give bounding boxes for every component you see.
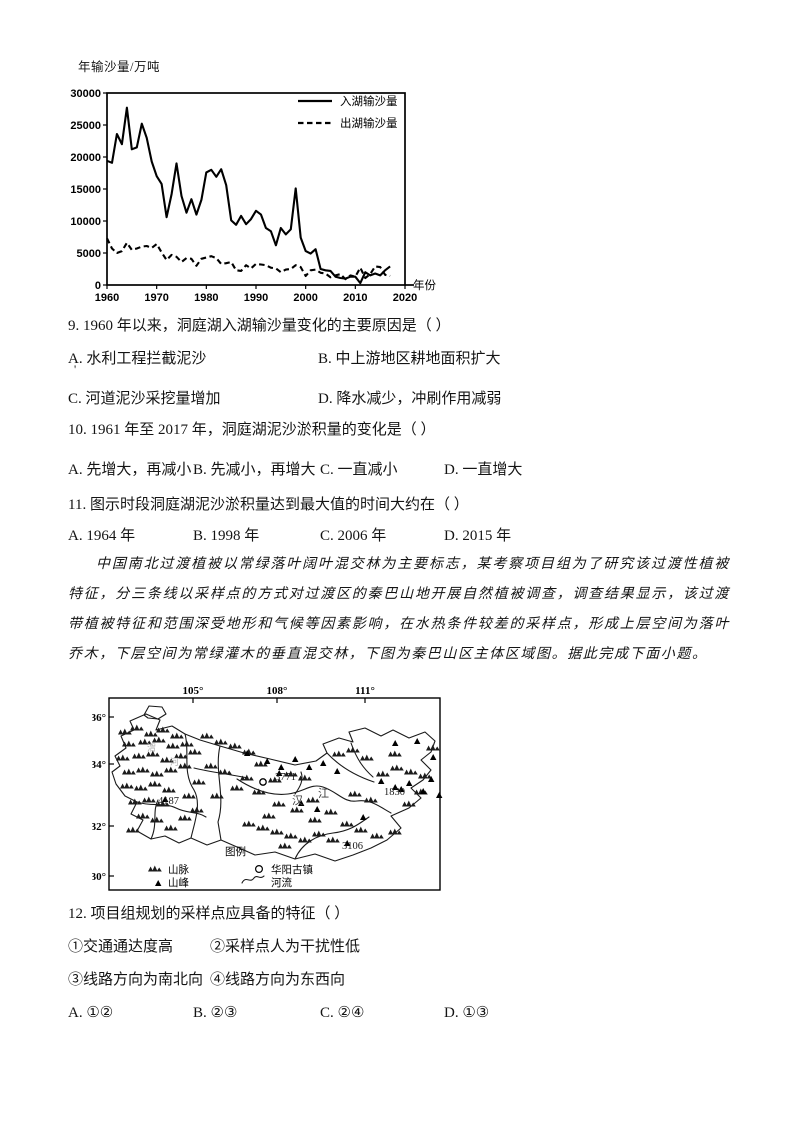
question-11-text: 11. 图示时段洞庭湖泥沙淤积量达到最大值的时间大约在（ ） [68, 497, 469, 513]
q10-option-d: D. 一直增大 [444, 462, 523, 478]
nw-boundary-lobe [143, 705, 167, 720]
wei-river-faint-char2: 河 [170, 756, 179, 767]
q12-item-4: ④线路方向为东西向 [210, 972, 346, 988]
question-10-text: 10. 1961 年至 2017 年，洞庭湖泥沙淤积量的变化是（ ） [68, 422, 436, 438]
question-12-items-row-1: ①交通通达度高 ②采样点人为干扰性低 [68, 937, 730, 958]
legend-peak-symbol [155, 880, 162, 886]
lat-tick-34: 34° [92, 759, 106, 771]
q12-item-1: ①交通通达度高 [68, 939, 174, 955]
legend-in-lake-label: 入湖输沙量 [340, 94, 398, 108]
chart-x-axis-label: 年份 [413, 278, 436, 292]
elevation-label-3771: 3771 [275, 772, 296, 783]
q10-option-c: C. 一直减小 [320, 462, 398, 478]
sediment-chart: 年输沙量/万吨 0 5000 10000 15000 20000 25000 30000 19… [60, 56, 480, 316]
q11-option-d: D. 2015 年 [444, 528, 512, 544]
lon-tick-108: 108° [267, 685, 288, 697]
wei-river-faint-char1: 渭 [147, 743, 156, 753]
q11-option-b: B. 1998 年 [193, 528, 260, 544]
q11-option-c: C. 2006 年 [320, 528, 387, 544]
stray-mark: ' [74, 362, 77, 376]
question-column: 9. 1960 年以来，洞庭湖入湖输沙量变化的主要原因是（ ） A. 水利工程拦… [68, 316, 730, 1024]
svg-text:1980: 1980 [194, 292, 218, 304]
q9-option-b: B. 中上游地区耕地面积扩大 [318, 351, 501, 367]
svg-text:1990: 1990 [244, 292, 268, 304]
legend-town-label: 华阳古镇 [271, 863, 313, 876]
q12-option-d: D. ①③ [444, 1005, 490, 1021]
svg-text:1970: 1970 [144, 292, 168, 304]
map-legend-title: 图例 [225, 845, 246, 858]
mountain-range-symbols [116, 724, 440, 849]
svg-text:2000: 2000 [293, 292, 317, 304]
chart-axes-and-series: 0 5000 10000 15000 20000 25000 30000 1960 1970 19… [70, 88, 417, 304]
elevation-label-3106: 3106 [342, 841, 363, 852]
lon-tick-111: 111° [355, 685, 375, 697]
chart-y-axis-label: 年输沙量/万吨 [78, 60, 160, 74]
q9-option-d: D. 降水减少，冲刷作用减弱 [318, 391, 502, 407]
legend-town-symbol [255, 865, 264, 874]
question-12-options-row: A. ①② B. ②③ C. ②④ D. ①③ [68, 1003, 730, 1024]
reading-passage: 中国南北过渡植被以常绿落叶阔叶混交林为主要标志，某考察项目组为了研究该过渡性植被… [68, 557, 730, 662]
question-9-options-row-1: A. 水利工程拦截泥沙 B. 中上游地区耕地面积扩大 [68, 349, 730, 370]
svg-text:5000: 5000 [77, 248, 101, 260]
legend-out-lake-label: 出湖输沙量 [340, 116, 398, 130]
legend-peak-label: 山峰 [168, 877, 189, 889]
lat-tick-32: 32° [92, 821, 106, 833]
q9-option-c: C. 河道泥沙采挖量增加 [68, 391, 221, 407]
svg-text:1960: 1960 [95, 292, 119, 304]
elevation-label-4187: 4187 [158, 796, 179, 807]
legend-mountain-range-label: 山脉 [168, 863, 189, 876]
svg-text:2010: 2010 [343, 292, 367, 304]
question-12-items-row-2: ③线路方向为南北向 ④线路方向为东西向 [68, 970, 730, 991]
question-11-options-row: A. 1964 年 B. 1998 年 C. 2006 年 D. 2015 年 [68, 526, 730, 547]
legend-river-label: 河流 [271, 876, 292, 889]
qinba-region-map: 105° 108° 111° 36° 34° 32° 30° [92, 685, 443, 891]
elevation-label-1830: 1830 [384, 787, 405, 798]
q12-item-3: ③线路方向为南北向 [68, 972, 204, 988]
chart-legend: 入湖输沙量 出湖输沙量 [298, 94, 398, 130]
legend-mountain-range-symbol [148, 865, 162, 872]
han-river-label-char1: 汉 [292, 794, 303, 807]
svg-text:20000: 20000 [70, 152, 101, 164]
svg-text:2020: 2020 [393, 292, 417, 304]
svg-text:30000: 30000 [70, 88, 101, 100]
huayang-town-marker [259, 778, 267, 786]
lat-tick-36: 36° [92, 712, 106, 724]
question-12-text: 12. 项目组规划的采样点应具备的特征（ ） [68, 906, 350, 922]
svg-text:0: 0 [95, 280, 101, 292]
svg-text:15000: 15000 [70, 184, 101, 196]
map-legend: 图例 山脉 华阳古镇 山峰 河流 [148, 845, 313, 889]
lat-tick-30: 30° [92, 871, 106, 883]
map-graticule-ticks [109, 698, 366, 877]
sediment-chart-plot: 0 5000 10000 15000 20000 25000 30000 1960 1970 19… [70, 88, 436, 304]
q12-option-a: A. ①② [68, 1005, 114, 1021]
q10-option-b: B. 先减小，再增大 [193, 462, 316, 478]
q12-option-b: B. ②③ [193, 1005, 238, 1021]
lon-tick-105: 105° [183, 685, 204, 697]
q11-option-a: A. 1964 年 [68, 528, 136, 544]
svg-text:10000: 10000 [70, 216, 101, 228]
q12-item-2: ②采样点人为干扰性低 [210, 939, 361, 955]
q10-option-a: A. 先增大，再减小 [68, 462, 192, 478]
q9-option-a: A. 水利工程拦截泥沙 [68, 351, 207, 367]
question-10-options-row: A. 先增大，再减小 B. 先减小，再增大 C. 一直减小 D. 一直增大 [68, 460, 730, 481]
q12-option-c: C. ②④ [320, 1005, 365, 1021]
question-9-text: 9. 1960 年以来，洞庭湖入湖输沙量变化的主要原因是（ ） [68, 318, 451, 334]
mountain-peak-symbols [162, 738, 443, 846]
question-9-options-row-2: C. 河道泥沙采挖量增加 D. 降水减少，冲刷作用减弱 [68, 389, 730, 410]
legend-river-symbol [241, 875, 265, 884]
svg-text:25000: 25000 [70, 120, 101, 132]
han-river-label-char2: 江 [318, 787, 329, 800]
